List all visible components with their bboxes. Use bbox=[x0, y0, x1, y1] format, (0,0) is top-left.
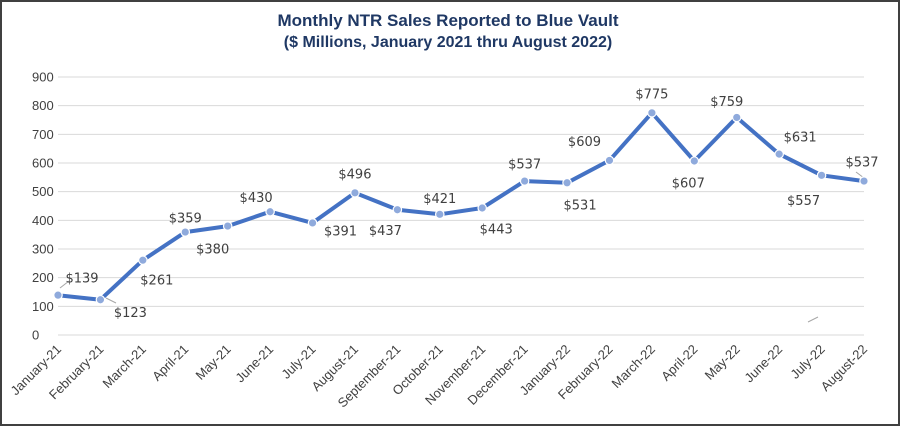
data-point bbox=[53, 290, 63, 300]
y-tick-label: 100 bbox=[32, 299, 54, 314]
y-axis-tick-labels: 0 100 200 300 400 500 600 700 800 900 bbox=[32, 70, 54, 343]
x-tick-label: June-21 bbox=[232, 342, 276, 386]
x-tick-label: August-22 bbox=[818, 342, 871, 395]
y-tick-label: 400 bbox=[32, 213, 54, 228]
y-tick-label: 600 bbox=[32, 156, 54, 171]
data-point bbox=[477, 203, 488, 213]
x-tick-label: March-22 bbox=[609, 342, 658, 391]
chart-subtitle: ($ Millions, January 2021 thru August 20… bbox=[283, 34, 613, 51]
data-label: $123 bbox=[114, 306, 147, 321]
data-point bbox=[392, 204, 403, 215]
chart-title: Monthly NTR Sales Reported to Blue Vault bbox=[277, 11, 619, 30]
data-label: $437 bbox=[369, 224, 402, 239]
leader-line bbox=[807, 316, 819, 323]
data-label: $537 bbox=[508, 158, 541, 173]
series-line bbox=[56, 110, 866, 302]
data-label: $430 bbox=[240, 191, 273, 206]
data-label: $609 bbox=[568, 135, 601, 150]
data-label: $391 bbox=[324, 224, 357, 239]
leader-line bbox=[105, 297, 117, 304]
data-label: $496 bbox=[338, 167, 371, 182]
data-point bbox=[350, 188, 360, 198]
x-tick-label: March-21 bbox=[100, 342, 149, 391]
data-point bbox=[265, 206, 275, 217]
data-label: $537 bbox=[845, 156, 878, 171]
data-point bbox=[816, 170, 827, 181]
data-point bbox=[774, 149, 784, 159]
y-tick-label: 900 bbox=[32, 70, 54, 85]
data-point bbox=[689, 156, 700, 166]
data-point bbox=[604, 155, 615, 166]
series-line-layer bbox=[56, 110, 866, 302]
x-tick-label: May-21 bbox=[193, 342, 234, 383]
data-label: $261 bbox=[140, 274, 173, 289]
data-label: $380 bbox=[196, 243, 229, 258]
data-point bbox=[138, 255, 148, 265]
y-tick-label: 0 bbox=[32, 328, 39, 343]
data-label: $421 bbox=[423, 192, 456, 207]
x-tick-label: July-21 bbox=[278, 342, 318, 382]
y-tick-label: 700 bbox=[32, 127, 54, 142]
data-labels: $139 $123 $261 $359 $380 $430 $391 $496 $437 $421… bbox=[65, 87, 878, 321]
data-point bbox=[95, 294, 106, 305]
y-tick-label: 500 bbox=[32, 184, 54, 199]
data-point bbox=[222, 221, 233, 231]
data-point bbox=[434, 209, 445, 220]
x-tick-label: July-22 bbox=[787, 342, 827, 382]
data-point bbox=[647, 108, 657, 118]
leader-line bbox=[59, 280, 70, 289]
y-tick-label: 300 bbox=[32, 242, 54, 257]
data-point bbox=[562, 177, 572, 188]
x-tick-label: April-22 bbox=[658, 342, 700, 384]
data-label: $359 bbox=[169, 212, 202, 227]
y-tick-label: 200 bbox=[32, 270, 54, 285]
series-markers bbox=[53, 108, 869, 305]
data-label: $607 bbox=[672, 176, 705, 191]
leader-lines bbox=[59, 171, 865, 323]
data-point bbox=[859, 176, 869, 186]
data-label: $759 bbox=[710, 95, 743, 110]
x-tick-label: May-22 bbox=[702, 342, 743, 383]
y-tick-label: 800 bbox=[32, 98, 54, 113]
data-label: $557 bbox=[787, 194, 820, 209]
data-point bbox=[180, 227, 191, 237]
data-point bbox=[519, 176, 530, 186]
data-label: $531 bbox=[564, 198, 597, 213]
data-label: $139 bbox=[65, 272, 98, 287]
data-point bbox=[731, 112, 742, 123]
data-point bbox=[307, 218, 318, 228]
data-label: $775 bbox=[635, 87, 668, 102]
gridlines bbox=[58, 76, 864, 336]
data-label: $631 bbox=[784, 131, 817, 146]
x-tick-label: April-21 bbox=[149, 342, 191, 384]
x-tick-label: June-22 bbox=[741, 342, 785, 386]
data-label: $443 bbox=[480, 223, 513, 238]
